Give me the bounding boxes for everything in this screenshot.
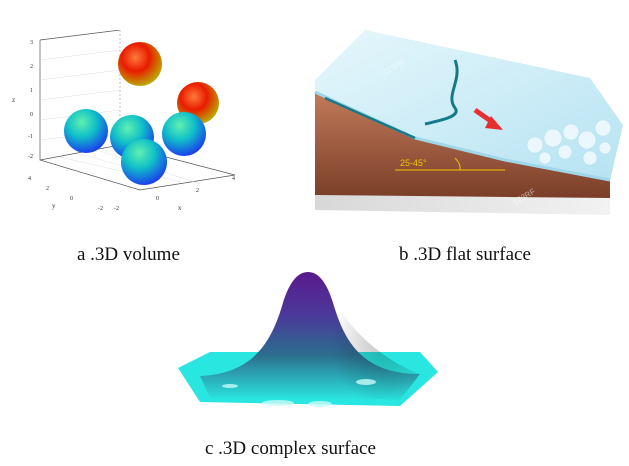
panel-b-3d-flat-surface: 25-45° 123RF 123RF — [305, 20, 625, 220]
avalanche-debris — [526, 119, 612, 166]
z-tick-4: -1 — [28, 134, 33, 140]
sphere-blue-left — [64, 109, 108, 153]
fracture-line — [424, 59, 459, 126]
x-tick-0: -2 — [114, 206, 119, 212]
earth-layer — [315, 92, 610, 198]
volume-plot: 3 2 1 0 -1 -2 z 4 2 0 -2 y -2 0 2 4 x — [12, 29, 236, 212]
caption-b: b .3D flat surface — [399, 244, 531, 265]
z-tick-0: 3 — [30, 40, 33, 46]
sphere-red-top — [118, 42, 162, 86]
gaussian-surface — [178, 272, 438, 407]
slope-angle-label: 25-45° — [400, 158, 427, 168]
x-tick-2: 2 — [196, 188, 199, 194]
y-tick-2: 0 — [70, 196, 73, 202]
z-tick-1: 2 — [30, 64, 33, 70]
y-axis-label: y — [52, 202, 56, 210]
slope-illustration: 25-45° 123RF 123RF — [314, 30, 623, 215]
x-axis-label: x — [178, 204, 182, 212]
z-tick-2: 1 — [30, 88, 33, 94]
y-tick-1: 2 — [46, 186, 49, 192]
surface-ripples — [222, 379, 376, 407]
x-tick-3: 4 — [232, 176, 235, 182]
x-tick-1: 0 — [156, 196, 159, 202]
y-tick-3: -2 — [98, 206, 103, 212]
caption-a: a .3D volume — [77, 244, 180, 265]
z-axis-label: z — [12, 96, 15, 104]
z-tick-5: -2 — [28, 154, 33, 160]
z-tick-3: 0 — [30, 112, 33, 118]
sphere-blue-right — [162, 112, 206, 156]
caption-c: c .3D complex surface — [205, 438, 376, 459]
sphere-blue-front — [121, 139, 167, 185]
panel-c-3d-complex-surface — [170, 266, 450, 416]
panel-a-3d-volume: 3 2 1 0 -1 -2 z 4 2 0 -2 y -2 0 2 4 x — [0, 29, 260, 220]
y-tick-0: 4 — [28, 176, 31, 182]
